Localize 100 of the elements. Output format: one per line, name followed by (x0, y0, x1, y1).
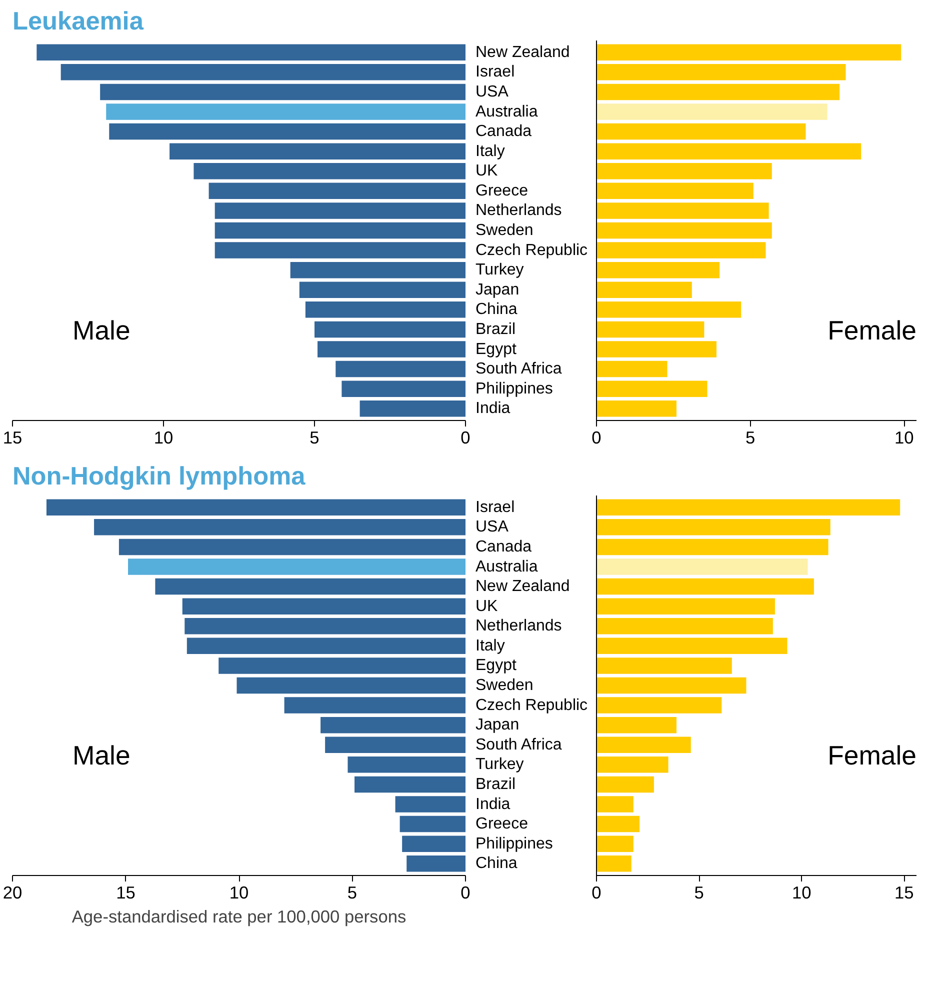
bar (596, 44, 902, 60)
y-tick-label: Brazil (476, 320, 516, 338)
bar (596, 697, 722, 714)
bar (184, 618, 466, 634)
y-tick-label: Netherlands (476, 202, 562, 220)
x-tick-label: 0 (460, 428, 470, 448)
bar (596, 677, 746, 694)
bar (596, 84, 840, 100)
y-tick-label: Philippines (476, 835, 553, 852)
bar (236, 677, 466, 694)
annotation: Male (72, 740, 130, 770)
bar (194, 163, 466, 180)
bar (182, 598, 466, 614)
annotation: Female (828, 740, 917, 770)
y-tick-label: USA (476, 518, 509, 536)
bar (320, 716, 466, 734)
y-tick-label: South Africa (476, 736, 562, 754)
x-tick-label: 10 (154, 428, 174, 448)
x-tick-label: 0 (460, 882, 470, 902)
y-tick-label: Japan (476, 281, 520, 298)
bar (596, 736, 691, 753)
bar (348, 756, 466, 773)
bar (596, 776, 654, 793)
bar (60, 64, 466, 80)
bar (596, 380, 708, 397)
y-tick-label: Netherlands (476, 618, 562, 635)
y-tick-label: Greece (476, 182, 528, 200)
y-tick-label: Canada (476, 538, 532, 556)
x-tick-label: 15 (894, 882, 914, 902)
y-tick-label: Turkey (476, 756, 524, 774)
x-tick-label: 15 (116, 882, 136, 902)
bar (596, 123, 806, 140)
bar (402, 836, 466, 852)
x-tick-label: 20 (2, 882, 22, 902)
y-tick-label: New Zealand (476, 578, 570, 596)
x-tick-label: 10 (894, 428, 914, 448)
bar (596, 400, 676, 417)
bar (342, 380, 466, 397)
x-tick-label: 5 (310, 428, 320, 448)
y-tick-label: Czech Republic (476, 696, 588, 714)
y-tick-label: USA (476, 83, 509, 100)
bar (128, 558, 466, 575)
y-tick-label: South Africa (476, 360, 562, 378)
y-tick-label: Australia (476, 103, 538, 120)
bar (596, 302, 742, 318)
bar (596, 538, 828, 556)
bar (395, 796, 466, 812)
y-tick-label: UK (476, 162, 498, 180)
bar (596, 321, 704, 338)
y-tick-label: Italy (476, 637, 505, 654)
bar (596, 816, 640, 832)
y-tick-label: Czech Republic (476, 242, 588, 259)
bar (290, 262, 466, 278)
bar (596, 360, 668, 378)
y-tick-label: India (476, 400, 510, 418)
bar (314, 321, 466, 338)
chart-title: Leukaemia (12, 8, 144, 36)
bar (186, 638, 466, 654)
bar (596, 104, 828, 120)
bar (596, 64, 846, 80)
y-tick-label: China (476, 855, 518, 872)
bar (318, 341, 466, 358)
bar (596, 578, 814, 595)
bar (284, 697, 466, 714)
bar (596, 499, 900, 516)
y-tick-label: India (476, 796, 510, 813)
bar (400, 816, 466, 832)
bar (596, 598, 775, 614)
bar (596, 519, 830, 536)
y-tick-label: Israel (476, 498, 515, 516)
x-tick-label: 0 (592, 882, 602, 902)
y-tick-label: Brazil (476, 776, 516, 793)
annotation: Female (828, 316, 917, 346)
x-axis-title: Age-standardised rate per 100,000 persons (72, 906, 406, 926)
bar (596, 856, 632, 872)
bar (106, 104, 466, 120)
y-tick-label: China (476, 301, 518, 318)
bar (214, 202, 466, 219)
bar (596, 796, 634, 812)
bar (596, 282, 692, 298)
x-tick-label: 5 (694, 882, 704, 902)
x-tick-label: 5 (746, 428, 756, 448)
y-tick-label: Australia (476, 558, 538, 576)
bar (596, 638, 788, 654)
bar (305, 302, 466, 318)
x-tick-label: 15 (2, 428, 22, 448)
bar (596, 202, 769, 219)
y-tick-label: Philippines (476, 380, 553, 398)
bar (596, 242, 766, 258)
y-tick-label: Turkey (476, 262, 524, 279)
y-tick-label: Japan (476, 716, 520, 734)
bar (596, 163, 772, 180)
y-tick-label: UK (476, 598, 498, 615)
bar (94, 519, 466, 536)
bar (46, 499, 466, 516)
bar (214, 222, 466, 239)
bar (218, 658, 466, 674)
bar (336, 360, 466, 378)
bar (596, 618, 773, 634)
bar (155, 578, 466, 595)
